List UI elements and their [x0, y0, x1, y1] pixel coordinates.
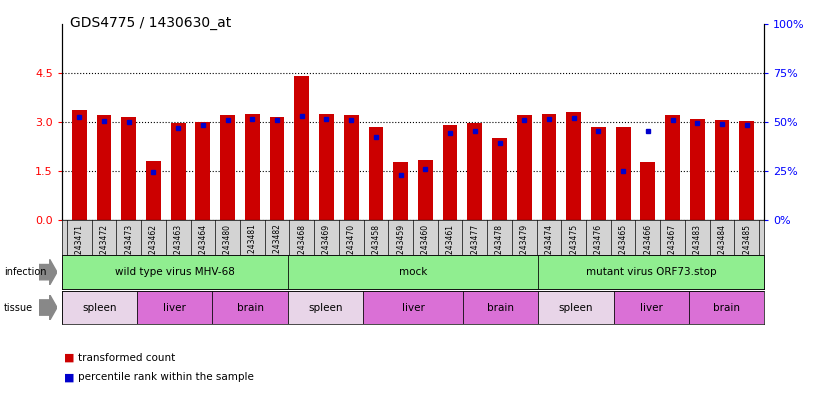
Bar	[615, 127, 630, 220]
Text: GSM1243474: GSM1243474	[544, 224, 553, 275]
Text: spleen: spleen	[308, 303, 343, 312]
Text: GSM1243472: GSM1243472	[99, 224, 108, 275]
Text: mock: mock	[399, 267, 427, 277]
Bar	[221, 115, 235, 220]
Text: tissue: tissue	[4, 303, 33, 312]
Text: GSM1243471: GSM1243471	[75, 224, 83, 275]
Bar	[492, 138, 507, 220]
Text: GSM1243473: GSM1243473	[124, 224, 133, 275]
Bar	[539, 255, 764, 289]
Text: GSM1243483: GSM1243483	[693, 224, 702, 275]
Polygon shape	[39, 259, 57, 285]
Bar	[368, 127, 383, 220]
Bar	[690, 119, 705, 220]
Bar	[294, 76, 309, 220]
Text: GSM1243485: GSM1243485	[743, 224, 751, 275]
Text: liver: liver	[401, 303, 425, 312]
Text: spleen: spleen	[83, 303, 116, 312]
Bar	[319, 114, 334, 220]
Text: GSM1243462: GSM1243462	[149, 224, 158, 275]
Text: GSM1243470: GSM1243470	[347, 224, 356, 275]
Bar	[287, 291, 363, 324]
Text: GSM1243484: GSM1243484	[718, 224, 727, 275]
Text: GSM1243480: GSM1243480	[223, 224, 232, 275]
Bar	[443, 125, 458, 220]
Bar	[72, 110, 87, 220]
Text: liver: liver	[640, 303, 662, 312]
Bar	[363, 291, 463, 324]
Text: GSM1243466: GSM1243466	[643, 224, 653, 275]
Bar	[121, 117, 136, 220]
Text: GSM1243478: GSM1243478	[495, 224, 504, 275]
Bar	[468, 123, 482, 220]
Text: GSM1243460: GSM1243460	[421, 224, 430, 275]
Bar	[591, 127, 605, 220]
Bar	[567, 112, 582, 220]
Text: GSM1243468: GSM1243468	[297, 224, 306, 275]
Text: GSM1243458: GSM1243458	[372, 224, 381, 275]
Text: GSM1243467: GSM1243467	[668, 224, 677, 275]
Bar	[393, 162, 408, 220]
Bar	[287, 255, 539, 289]
Bar	[539, 291, 614, 324]
Bar	[269, 117, 284, 220]
Bar	[689, 291, 764, 324]
Text: GSM1243479: GSM1243479	[520, 224, 529, 275]
Text: mutant virus ORF73.stop: mutant virus ORF73.stop	[586, 267, 716, 277]
Bar	[62, 291, 137, 324]
Text: GSM1243477: GSM1243477	[470, 224, 479, 275]
Bar	[146, 161, 161, 220]
Bar	[418, 160, 433, 220]
Polygon shape	[39, 295, 57, 320]
Bar	[97, 115, 112, 220]
Bar	[344, 115, 358, 220]
Text: liver: liver	[164, 303, 186, 312]
Text: transformed count: transformed count	[78, 353, 176, 363]
Text: ■: ■	[64, 372, 75, 382]
Text: spleen: spleen	[558, 303, 593, 312]
Text: GSM1243464: GSM1243464	[198, 224, 207, 275]
Text: GSM1243469: GSM1243469	[322, 224, 331, 275]
Text: GSM1243463: GSM1243463	[173, 224, 183, 275]
Text: GSM1243475: GSM1243475	[569, 224, 578, 275]
Bar	[463, 291, 539, 324]
Text: wild type virus MHV-68: wild type virus MHV-68	[115, 267, 235, 277]
Bar	[517, 115, 532, 220]
Bar	[665, 115, 680, 220]
Text: GSM1243459: GSM1243459	[396, 224, 405, 275]
Text: percentile rank within the sample: percentile rank within the sample	[78, 372, 254, 382]
Bar	[212, 291, 287, 324]
Text: brain: brain	[487, 303, 515, 312]
Text: ■: ■	[64, 353, 75, 363]
Text: brain: brain	[713, 303, 740, 312]
Bar	[714, 120, 729, 220]
Text: GDS4775 / 1430630_at: GDS4775 / 1430630_at	[70, 16, 231, 30]
Bar	[62, 255, 287, 289]
Text: GSM1243482: GSM1243482	[273, 224, 282, 274]
Text: GSM1243476: GSM1243476	[594, 224, 603, 275]
Bar	[244, 114, 259, 220]
Text: GSM1243481: GSM1243481	[248, 224, 257, 274]
Text: brain: brain	[236, 303, 263, 312]
Bar	[739, 121, 754, 220]
Text: GSM1243461: GSM1243461	[445, 224, 454, 275]
Bar	[171, 123, 186, 220]
Bar	[614, 291, 689, 324]
Bar	[137, 291, 212, 324]
Bar	[196, 122, 211, 220]
Text: infection: infection	[4, 267, 46, 277]
Bar	[640, 162, 655, 220]
Bar	[542, 114, 557, 220]
Text: GSM1243465: GSM1243465	[619, 224, 628, 275]
